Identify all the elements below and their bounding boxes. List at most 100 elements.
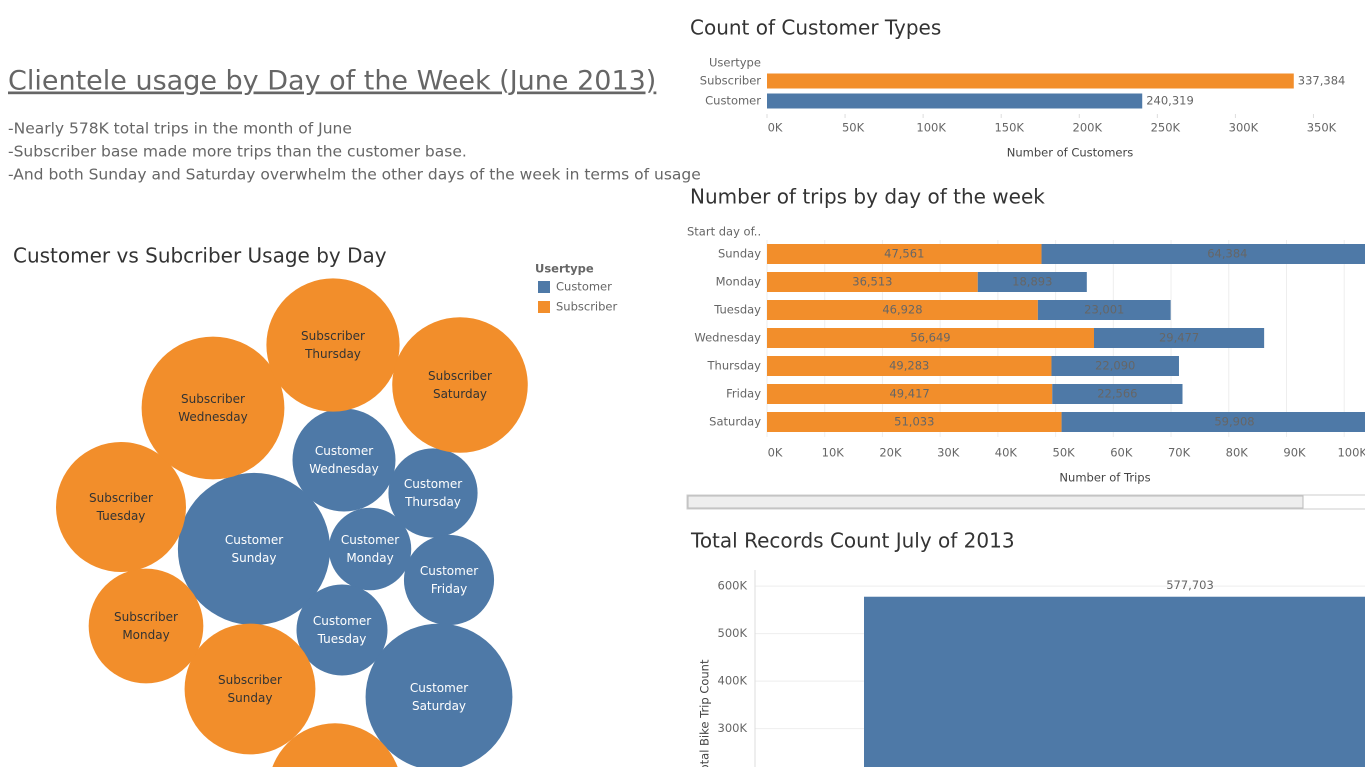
bubble-label: Subscriber Wednesday — [178, 392, 247, 424]
bar — [767, 93, 1143, 109]
bubble-label: Subscriber Sunday — [218, 673, 282, 705]
bubble — [272, 723, 398, 767]
x-tick-label: 350K — [1307, 121, 1337, 135]
x-axis-title: Number of Customers — [1007, 146, 1133, 160]
legend-label: Subscriber — [556, 300, 618, 314]
bar-segment — [1041, 244, 1365, 264]
legend-title: Usertype — [535, 262, 594, 276]
x-tick-label: 300K — [1229, 121, 1259, 135]
bubble-label: Subscriber Tuesday — [89, 491, 153, 523]
value-label: 46,928 — [882, 303, 922, 317]
bubble-label: Customer Saturday — [410, 681, 468, 713]
category-header: Start day of.. — [687, 225, 761, 239]
bar-segment — [767, 412, 1062, 432]
y-tick-label: Tuesday — [713, 303, 761, 317]
y-tick-label: 600K — [718, 579, 748, 593]
y-tick-label: Wednesday — [694, 331, 761, 345]
bubble-label: Subscriber Monday — [114, 610, 178, 642]
value-label: 49,417 — [889, 387, 929, 401]
note: -Subscriber base made more trips than th… — [8, 143, 467, 161]
bubble — [328, 507, 412, 591]
chart-title: Count of Customer Types — [690, 16, 941, 40]
y-tick-label: Subscriber — [700, 74, 762, 88]
bar-segment — [977, 272, 1087, 292]
bar-segment — [767, 272, 978, 292]
dashboard-title: Clientele usage by Day of the Week (June… — [8, 66, 656, 97]
y-tick-label: Friday — [726, 387, 761, 401]
bubble-category: Friday — [431, 582, 467, 596]
bubble-category: Sunday — [232, 551, 277, 565]
value-label: 51,033 — [894, 415, 934, 429]
bubble-category: Monday — [122, 628, 169, 642]
note: -Nearly 578K total trips in the month of… — [8, 120, 352, 138]
y-tick-label: Monday — [716, 275, 762, 289]
x-tick-label: 0K — [768, 121, 783, 135]
bubble-label: Customer Sunday — [225, 533, 283, 565]
x-tick-label: 50K — [1053, 446, 1076, 460]
bubble — [392, 317, 528, 453]
bubble — [184, 623, 316, 755]
x-tick-label: 30K — [937, 446, 960, 460]
y-tick-label: 400K — [718, 674, 748, 688]
y-tick-label: Customer — [705, 94, 761, 108]
bubble-category: Saturday — [433, 387, 487, 401]
x-tick-label: 100K — [1337, 446, 1365, 460]
x-tick-label: 100K — [916, 121, 946, 135]
bubble-category: Thursday — [304, 347, 361, 361]
bar-segment — [1061, 412, 1365, 432]
bubble-category: Tuesday — [96, 509, 146, 523]
bubble-label: Subscriber Thursday — [301, 329, 365, 361]
bubble-category: Sunday — [228, 691, 273, 705]
bubble — [177, 472, 331, 626]
bubble-series: Customer — [225, 533, 283, 547]
bar-segment — [1093, 328, 1265, 348]
value-label: 577,703 — [1166, 578, 1214, 592]
bubble — [56, 442, 186, 572]
bubble-category: Wednesday — [178, 410, 247, 424]
bubble-series: Customer — [404, 477, 462, 491]
bar-segment — [1037, 300, 1171, 320]
bubble-label: Customer Friday — [420, 564, 478, 596]
legend-swatch — [538, 301, 550, 313]
bubble — [292, 408, 396, 512]
value-label: 23,001 — [1084, 303, 1124, 317]
bubble-series: Subscriber — [114, 610, 178, 624]
chart-title: Number of trips by day of the week — [690, 185, 1045, 209]
bubble-series: Customer — [420, 564, 478, 578]
chart-title: Total Records Count July of 2013 — [690, 529, 1015, 553]
bubble-series: Customer — [313, 614, 371, 628]
category-header: Usertype — [709, 56, 761, 70]
bar — [767, 73, 1294, 89]
value-label: 240,319 — [1146, 94, 1194, 108]
bubble-series: Subscriber — [218, 673, 282, 687]
bubble-series: Subscriber — [181, 392, 245, 406]
bubble — [141, 336, 285, 480]
bar-segment — [1052, 384, 1183, 404]
bubble-category: Thursday — [404, 495, 461, 509]
bubble-series: Subscriber — [89, 491, 153, 505]
bubble — [403, 534, 495, 626]
scrollbar-thumb[interactable] — [687, 495, 1304, 509]
value-label: 36,513 — [852, 275, 892, 289]
bubble-label: Customer Thursday — [404, 477, 462, 509]
value-label: 47,561 — [884, 247, 924, 261]
note: -And both Sunday and Saturday overwhelm … — [8, 166, 701, 184]
bar-segment — [1051, 356, 1179, 376]
legend-label: Customer — [556, 280, 612, 294]
y-axis-title: Total Bike Trip Count — [698, 659, 712, 767]
x-tick-label: 250K — [1151, 121, 1181, 135]
bubble-series: Subscriber — [428, 369, 492, 383]
bubble — [88, 568, 204, 684]
y-tick-label: 300K — [718, 721, 748, 735]
value-label: 18,893 — [1012, 275, 1052, 289]
bubble-label: Customer Monday — [341, 533, 399, 565]
bubble — [365, 623, 513, 767]
x-tick-label: 90K — [1283, 446, 1306, 460]
y-tick-label: Saturday — [709, 415, 761, 429]
bubble-category: Wednesday — [309, 462, 378, 476]
x-tick-label: 150K — [994, 121, 1024, 135]
value-label: 49,283 — [889, 359, 929, 373]
x-tick-label: 200K — [1073, 121, 1103, 135]
x-tick-label: 40K — [995, 446, 1018, 460]
bubble-label: Customer Wednesday — [309, 444, 378, 476]
